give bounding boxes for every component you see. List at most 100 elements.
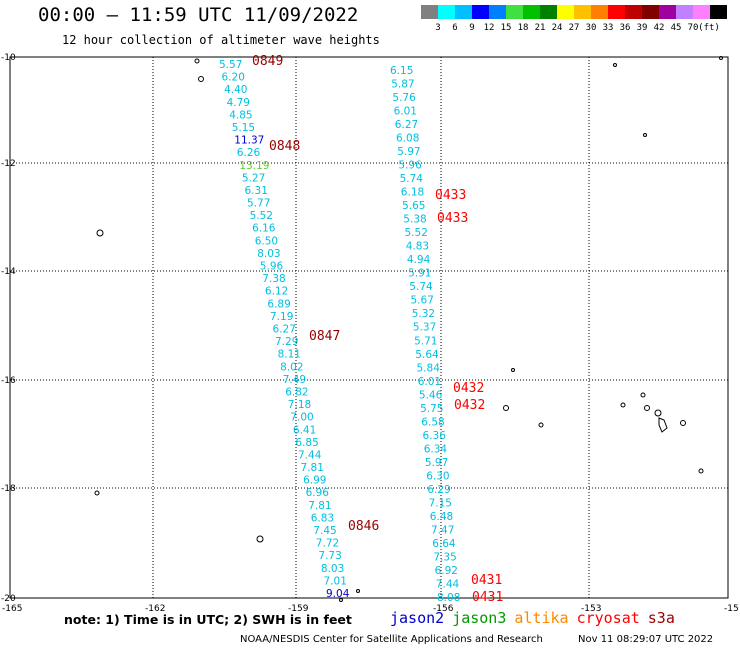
pass-time: 0432 (453, 381, 484, 396)
wave-height-value: 8.03 (321, 563, 344, 575)
pass-time: 0433 (437, 211, 468, 226)
wave-height-value: 6.85 (295, 437, 318, 449)
scale-swatch (608, 5, 625, 19)
scale-unit: (ft) (698, 23, 720, 33)
wave-height-value: 6.27 (395, 119, 418, 131)
wave-height-value: 7.72 (316, 538, 339, 550)
scale-swatch (625, 5, 642, 19)
wave-height-value: 7.35 (433, 552, 456, 564)
latitude-label: -12 (1, 159, 16, 169)
map-title: 00:00 – 11:59 UTC 11/09/2022 (38, 4, 359, 26)
wave-height-value: 5.87 (391, 79, 414, 91)
wave-height-value: 5.91 (408, 268, 431, 280)
pass-time: 0433 (435, 188, 466, 203)
wave-height-value: 6.26 (237, 147, 261, 159)
wave-height-value: 5.76 (392, 92, 416, 104)
latitude-label: -20 (1, 594, 16, 604)
scale-label: 3 (435, 23, 441, 33)
wave-height-value: 6.29 (427, 484, 450, 496)
scale-swatch (676, 5, 693, 19)
wave-height-value: 5.74 (409, 281, 433, 293)
wave-height-value: 7.73 (318, 550, 341, 562)
wave-height-value: 5.32 (412, 308, 435, 320)
generated-timestamp: Nov 11 08:29:07 UTC 2022 (578, 634, 714, 645)
map-frame (9, 56, 729, 599)
latitude-label: -16 (1, 376, 16, 386)
wave-height-value: 7.81 (308, 500, 331, 512)
pass-time-labels: 0849 0848 0847 0846 0433 0433 0432 0432 0431 0431 (252, 54, 503, 605)
wave-height-value: 7.81 (301, 462, 324, 474)
pass-time: 0431 (471, 573, 502, 588)
scale-label: 9 (469, 23, 475, 33)
wave-height-value: 7.18 (288, 399, 311, 411)
wave-height-value: 8.03 (257, 248, 280, 260)
wave-height-value: 6.27 (273, 324, 296, 336)
wave-height-value: 5.64 (415, 349, 439, 361)
wave-height-value: 7.44 (436, 579, 460, 591)
scale-swatch (591, 5, 608, 19)
wave-height-value: 4.94 (407, 254, 431, 266)
wave-height-value: 5.57 (219, 59, 242, 71)
wave-height-value: 8.02 (280, 361, 303, 373)
wave-height-value: 6.18 (401, 187, 424, 199)
wave-height-value: 6.41 (293, 424, 316, 436)
latitude-label: -10 (1, 53, 16, 63)
wave-height-value: 7.29 (275, 336, 298, 348)
wave-height-value: 7.49 (283, 374, 306, 386)
wave-height-value: 6.64 (432, 538, 456, 550)
footnote: note: 1) Time is in UTC; 2) SWH is in fe… (64, 612, 352, 627)
wave-height-value: 5.96 (398, 160, 422, 172)
wave-height-value: 5.38 (403, 214, 426, 226)
longitude-label: -162 (145, 604, 165, 614)
wave-height-value: 6.01 (418, 376, 441, 388)
scale-swatch (540, 5, 557, 19)
wave-height-value: 5.27 (242, 172, 265, 184)
wave-height-value: 7.38 (262, 273, 285, 285)
scale-swatch (574, 5, 591, 19)
wave-height-value: 5.15 (232, 122, 255, 134)
pass-time: 0432 (454, 398, 485, 413)
pass-time: 0849 (252, 54, 283, 69)
wave-height-value: 5.52 (405, 227, 428, 239)
wave-height-value: 6.48 (430, 511, 453, 523)
legend-entry-jason2: jason2 (390, 609, 445, 627)
wave-height-value: 4.79 (227, 97, 250, 109)
scale-swatch (489, 5, 506, 19)
wave-height-value: 5.71 (414, 335, 437, 347)
legend-entry-s3a: s3a (647, 609, 675, 627)
longitude-label: -156 (433, 604, 454, 614)
wave-height-value: 5.37 (413, 322, 436, 334)
scale-label: 36 (619, 23, 631, 33)
scale-label: 27 (568, 23, 580, 33)
wave-height-value: 4.85 (229, 109, 252, 121)
wave-height-value: 8.08 (437, 592, 460, 604)
legend-entry-altika: altika (514, 609, 569, 627)
latitude-label: -18 (1, 484, 16, 494)
wave-height-value: 5.84 (417, 362, 441, 374)
scale-swatch (421, 5, 438, 19)
wave-height-value: 6.20 (222, 72, 245, 84)
longitude-label: -153 (581, 604, 601, 614)
wave-height-value: 5.52 (250, 210, 273, 222)
wave-height-value: 5.67 (411, 295, 434, 307)
longitude-label: -15 (724, 604, 739, 614)
latitude-label: -14 (1, 267, 16, 277)
wave-height-value: 9.04 (326, 588, 350, 600)
wave-height-value: 13.19 (239, 160, 269, 172)
pass-time: 0846 (348, 519, 379, 534)
wave-height-value: 5.46 (419, 389, 443, 401)
scale-label: 45 (670, 23, 682, 33)
axis-labels: -165 -162 -159 -156 -153 -15 -10 -12 -14 -16 -18 -2… (1, 53, 739, 614)
scale-label: 15 (500, 23, 512, 33)
scale-label: 12 (483, 23, 495, 33)
wave-height-value: 5.97 (425, 457, 448, 469)
pass-time: 0847 (309, 329, 340, 344)
wave-height-value: 6.16 (252, 223, 276, 235)
wave-height-value: 7.15 (429, 497, 452, 509)
legend-entry-cryosat: cryosat (576, 609, 640, 627)
wave-height-value: 7.47 (431, 524, 454, 536)
wave-height-value: 8.11 (278, 349, 301, 361)
wave-height-value: 6.08 (396, 133, 419, 145)
scale-swatch (693, 5, 710, 19)
